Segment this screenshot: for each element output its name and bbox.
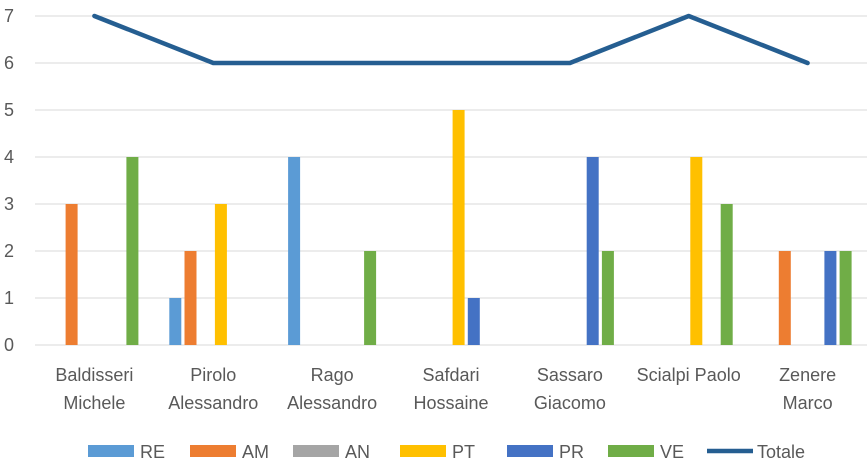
bar-am <box>778 251 791 345</box>
legend-label-pr: PR <box>559 442 584 462</box>
category-label: Scialpi Paolo <box>637 365 741 385</box>
legend-swatch-an <box>293 445 339 457</box>
line-totale <box>92 13 810 66</box>
legend-label-pt: PT <box>452 442 475 462</box>
category-label: Pirolo <box>190 365 236 385</box>
category-label: Michele <box>63 393 125 413</box>
y-axis: 0 1 2 3 4 5 6 7 <box>4 6 14 355</box>
y-tick-label: 4 <box>4 147 14 167</box>
y-tick-label: 7 <box>4 6 14 26</box>
legend-label-re: RE <box>140 442 165 462</box>
category-label: Alessandro <box>168 393 258 413</box>
legend-swatch-re <box>88 445 134 457</box>
bar-pt <box>452 110 465 345</box>
y-tick-label: 6 <box>4 53 14 73</box>
total-line <box>92 13 810 66</box>
y-tick-label: 0 <box>4 335 14 355</box>
legend-label-am: AM <box>242 442 269 462</box>
bar-pt <box>214 204 227 345</box>
legend: RE AM AN PT PR VE Totale <box>88 442 805 462</box>
category-label: Marco <box>783 393 833 413</box>
legend-swatch-pt <box>400 445 446 457</box>
x-axis: Baldisseri Michele Pirolo Alessandro Rago Ale… <box>55 365 836 413</box>
bar-re <box>169 298 182 345</box>
category-label: Sassaro <box>537 365 603 385</box>
bar-ve <box>364 251 377 345</box>
legend-label-an: AN <box>345 442 370 462</box>
bar-ve <box>601 251 614 345</box>
bar-pr <box>824 251 837 345</box>
bar-pr <box>586 157 599 345</box>
bar-am <box>184 251 197 345</box>
y-tick-label: 3 <box>4 194 14 214</box>
y-tick-label: 5 <box>4 100 14 120</box>
bar-pr <box>467 298 480 345</box>
category-label: Giacomo <box>534 393 606 413</box>
legend-label-totale: Totale <box>757 442 805 462</box>
category-label: Safdari <box>422 365 479 385</box>
y-tick-label: 1 <box>4 288 14 308</box>
legend-swatch-am <box>190 445 236 457</box>
bar-pt <box>690 157 703 345</box>
bar-re <box>288 157 301 345</box>
legend-swatch-pr <box>507 445 553 457</box>
y-tick-label: 2 <box>4 241 14 261</box>
bar-ve <box>126 157 139 345</box>
bars <box>65 110 852 345</box>
category-label: Rago <box>311 365 354 385</box>
gridlines <box>35 15 867 346</box>
legend-label-ve: VE <box>660 442 684 462</box>
bar-ve <box>839 251 852 345</box>
category-label: Baldisseri <box>55 365 133 385</box>
bar-am <box>65 204 78 345</box>
category-label: Hossaine <box>413 393 488 413</box>
category-label: Zenere <box>779 365 836 385</box>
bar-ve <box>720 204 733 345</box>
category-label: Alessandro <box>287 393 377 413</box>
legend-swatch-ve <box>608 445 654 457</box>
